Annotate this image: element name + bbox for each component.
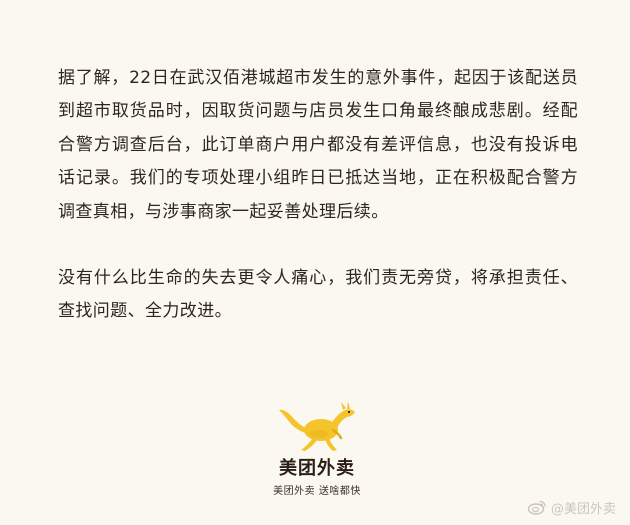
meituan-waimai-logo: 美团外卖 美团外卖 送啥都快 — [262, 398, 382, 510]
weibo-watermark: @美团外卖 — [527, 497, 616, 517]
statement-body: 据了解，22日在武汉佰港城超市发生的意外事件，起因于该配送员到超市取货品时，因取… — [58, 62, 578, 329]
statement-paragraph-2: 没有什么比生命的失去更令人痛心，我们责无旁贷，将承担责任、查找问题、全力改进。 — [58, 268, 578, 322]
kangaroo-icon — [279, 401, 355, 451]
statement-paragraph-1: 据了解，22日在武汉佰港城超市发生的意外事件，起因于该配送员到超市取货品时，因取… — [58, 68, 578, 222]
brand-slogan: 美团外卖 送啥都快 — [273, 486, 361, 497]
watermark-text: @美团外卖 — [550, 501, 616, 517]
brand-name: 美团外卖 — [279, 458, 355, 479]
weibo-icon — [527, 500, 546, 515]
